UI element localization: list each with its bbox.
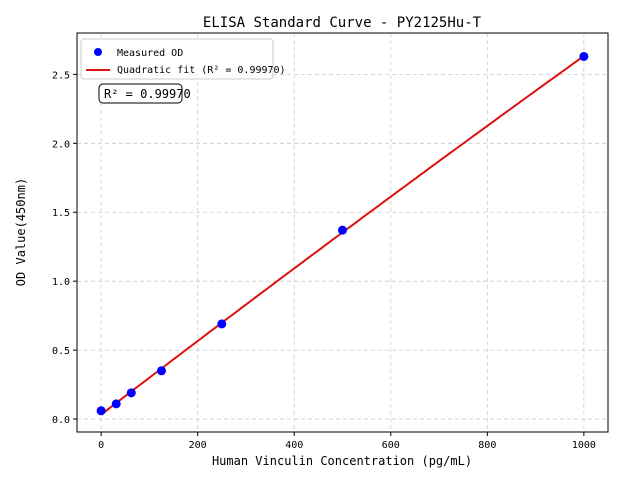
points-layer xyxy=(96,51,589,416)
chart-title: ELISA Standard Curve - PY2125Hu-T xyxy=(203,15,482,31)
legend-marker-measured xyxy=(94,48,102,56)
x-tick-label: 200 xyxy=(189,440,207,451)
legend-label-measured: Measured OD xyxy=(117,48,183,59)
grid xyxy=(77,33,608,432)
x-axis-label: Human Vinculin Concentration (pg/mL) xyxy=(212,454,472,468)
data-point xyxy=(217,319,227,329)
y-tick-label: 2.5 xyxy=(52,70,70,81)
legend-label-fit: Quadratic fit (R² = 0.99970) xyxy=(117,65,286,76)
x-ticks: 0 200 400 600 800 1000 xyxy=(98,432,596,451)
data-point xyxy=(579,51,589,61)
plot-frame xyxy=(76,32,609,433)
y-tick-label: 2.0 xyxy=(52,139,70,150)
y-tick-label: 1.5 xyxy=(52,208,70,219)
r2-annotation-text: R² = 0.99970 xyxy=(104,87,191,101)
y-tick-label: 0.0 xyxy=(52,415,70,426)
data-point xyxy=(111,399,121,409)
y-tick-label: 0.5 xyxy=(52,346,70,357)
y-axis-label: OD Value(450nm) xyxy=(14,178,28,286)
x-tick-label: 800 xyxy=(478,440,496,451)
data-point xyxy=(156,366,166,376)
x-tick-label: 400 xyxy=(285,440,303,451)
r2-annotation: R² = 0.99970 xyxy=(98,83,191,104)
y-ticks: 0.0 0.5 1.0 1.5 2.0 2.5 xyxy=(52,70,77,426)
x-tick-label: 600 xyxy=(382,440,400,451)
y-tick-label: 1.0 xyxy=(52,277,70,288)
data-point xyxy=(126,388,136,398)
data-point xyxy=(338,225,347,235)
x-tick-label: 1000 xyxy=(572,440,596,451)
x-tick-label: 0 xyxy=(98,440,104,451)
legend: Measured OD Quadratic fit (R² = 0.99970) xyxy=(80,38,286,80)
data-point xyxy=(96,406,106,416)
